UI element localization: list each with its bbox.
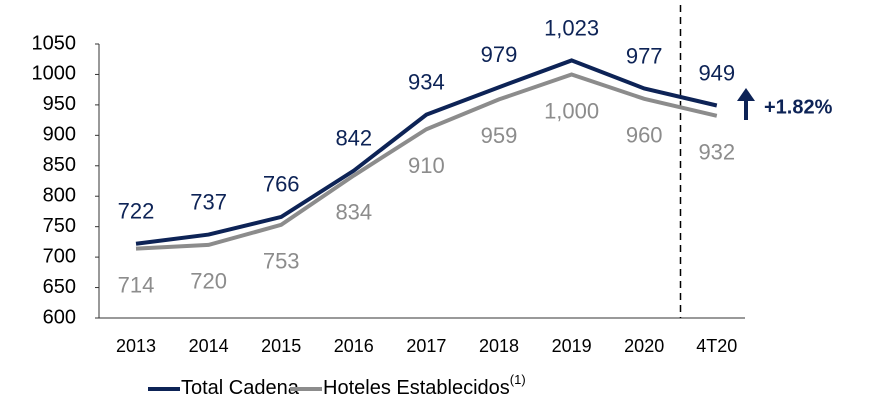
series-line [135, 72, 718, 251]
legend-label: Total Cadena [181, 377, 300, 399]
data-label: 934 [408, 69, 445, 94]
data-label: 842 [335, 125, 372, 150]
x-tick-label: 2017 [406, 336, 446, 356]
x-tick-label: 2020 [624, 336, 664, 356]
y-tick-label: 900 [43, 124, 76, 146]
legend-superscript: (1) [510, 372, 526, 387]
x-tick-label: 2019 [552, 336, 592, 356]
data-label: 720 [190, 269, 227, 294]
annotation: +1.82% [764, 96, 833, 118]
data-label: 959 [481, 123, 518, 148]
data-label: 753 [263, 249, 300, 274]
data-label: 1,000 [544, 98, 599, 123]
data-label: 932 [698, 140, 735, 165]
series-line [135, 58, 718, 246]
data-label: 949 [698, 60, 735, 85]
arrow-head [737, 88, 755, 101]
data-label: 834 [335, 199, 372, 224]
x-tick-label: 2015 [261, 336, 301, 356]
y-tick-label: 1050 [32, 32, 77, 54]
data-label: 714 [118, 272, 155, 297]
y-tick-label: 700 [43, 245, 76, 267]
y-tick-label: 850 [43, 154, 76, 176]
y-tick-label: 800 [43, 185, 76, 207]
y-tick-label: 950 [43, 93, 76, 115]
legend-label: Hoteles Establecidos(1) [323, 372, 526, 399]
data-label: 910 [408, 153, 445, 178]
legend-name: Hoteles Establecidos [323, 377, 510, 399]
x-tick-label: 4T20 [696, 336, 737, 356]
data-label: 766 [263, 172, 300, 197]
y-tick-label: 600 [43, 306, 76, 328]
y-tick-label: 750 [43, 215, 76, 237]
x-tick-label: 2016 [334, 336, 374, 356]
x-tick-label: 2014 [189, 336, 229, 356]
data-label: 960 [626, 123, 663, 148]
x-tick-label: 2013 [116, 336, 156, 356]
y-tick-label: 650 [43, 276, 76, 298]
data-label: 977 [626, 43, 663, 68]
y-tick-label: 1000 [32, 63, 77, 85]
data-label: 722 [118, 199, 155, 224]
data-label: 1,023 [544, 15, 599, 40]
data-label: 979 [481, 42, 518, 67]
x-tick-label: 2018 [479, 336, 519, 356]
legend-name: Total Cadena [181, 377, 300, 399]
data-label: 737 [190, 189, 227, 214]
